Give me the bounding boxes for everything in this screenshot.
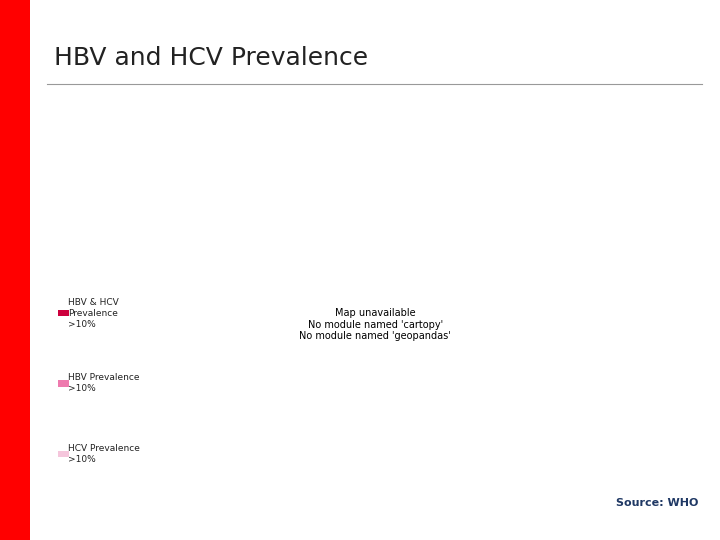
Text: HCV Prevalence
>10%: HCV Prevalence >10%: [68, 443, 140, 464]
Text: HBV Prevalence
>10%: HBV Prevalence >10%: [68, 373, 140, 394]
Text: Source: WHO: Source: WHO: [616, 497, 698, 508]
FancyBboxPatch shape: [58, 310, 69, 316]
FancyBboxPatch shape: [58, 380, 69, 387]
Text: HBV and HCV Prevalence: HBV and HCV Prevalence: [54, 46, 368, 70]
Text: HBV & HCV
Prevalence
>10%: HBV & HCV Prevalence >10%: [68, 298, 119, 329]
Text: Map unavailable
No module named 'cartopy'
No module named 'geopandas': Map unavailable No module named 'cartopy…: [300, 308, 451, 341]
FancyBboxPatch shape: [58, 450, 69, 457]
